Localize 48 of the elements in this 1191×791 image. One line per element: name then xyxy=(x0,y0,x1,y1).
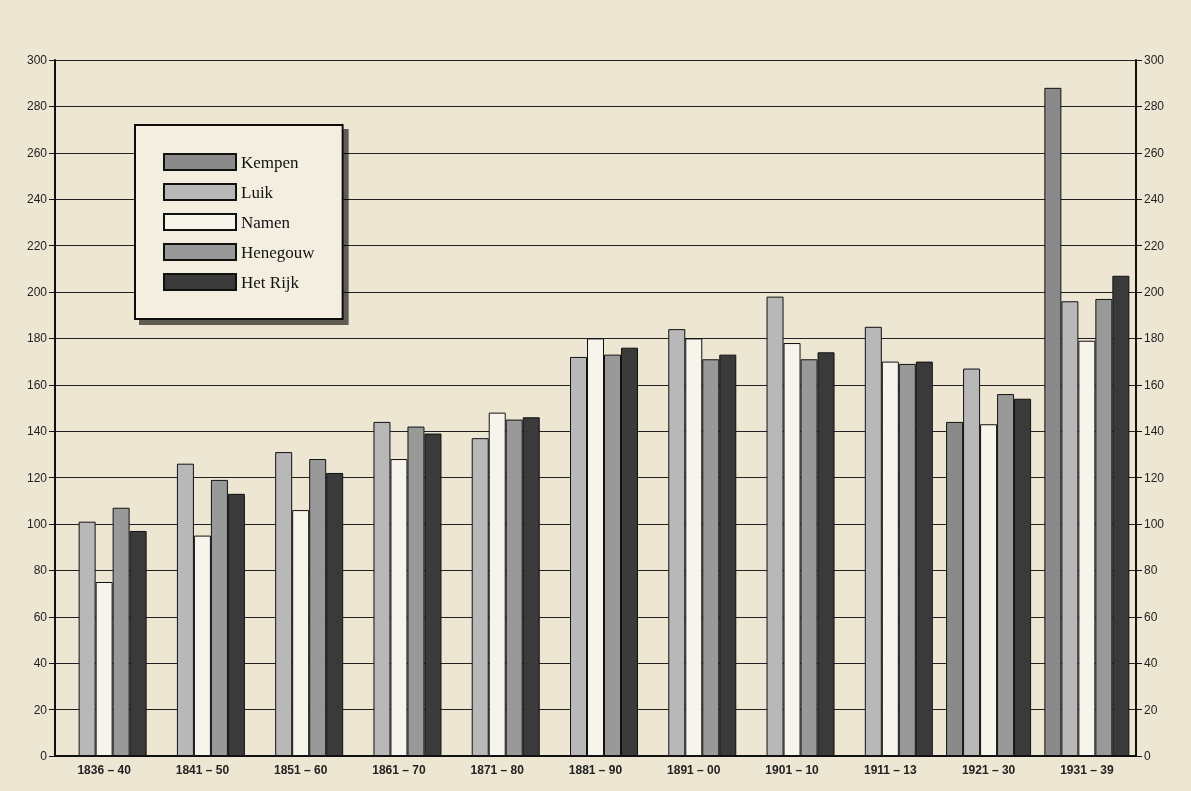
x-tick-label: 1891 – 00 xyxy=(667,763,721,777)
x-tick-label: 1841 – 50 xyxy=(175,763,230,777)
y-tick-label: 280 xyxy=(26,99,48,114)
x-tick-label: 1931 – 39 xyxy=(1060,763,1114,777)
legend-label: Luik xyxy=(241,182,274,202)
x-tick-label: 1911 – 13 xyxy=(863,763,917,777)
y-tick-label: 200 xyxy=(26,285,48,299)
y-tick-label: 300 xyxy=(26,53,48,67)
legend-label: Henegouw xyxy=(241,242,316,262)
y2-tick-label: 200 xyxy=(1144,285,1165,299)
y-tick-label: 40 xyxy=(33,656,48,671)
y-tick-label: 0 xyxy=(40,749,48,763)
y-tick-label: 80 xyxy=(33,563,48,578)
x-tick-label: 1901 – 10 xyxy=(765,763,820,777)
y2-tick-label: 20 xyxy=(1144,702,1158,717)
y-tick-label: 140 xyxy=(26,424,48,439)
y2-tick-label: 0 xyxy=(1144,749,1151,763)
y-tick-label: 220 xyxy=(26,238,48,253)
y-tick-label: 100 xyxy=(26,517,48,531)
y2-tick-label: 80 xyxy=(1144,563,1158,578)
y2-tick-label: 140 xyxy=(1144,424,1165,439)
legend-label: Kempen xyxy=(241,152,300,172)
y-tick-label: 120 xyxy=(26,470,48,485)
x-tick-label: 1861 – 70 xyxy=(372,763,426,777)
legend-label: Het Rijk xyxy=(241,272,300,292)
y2-tick-label: 180 xyxy=(1144,331,1165,346)
y2-tick-label: 100 xyxy=(1144,517,1165,531)
x-tick-label: 1836 – 40 xyxy=(77,763,132,777)
x-tick-label: 1881 – 90 xyxy=(568,763,623,777)
legend-label: Namen xyxy=(241,212,291,232)
y-tick-label: 180 xyxy=(26,331,48,346)
x-tick-label: 1851 – 60 xyxy=(273,763,328,777)
y2-tick-label: 280 xyxy=(1144,99,1165,114)
y2-tick-label: 220 xyxy=(1144,238,1165,253)
y2-tick-label: 120 xyxy=(1144,470,1165,485)
y-tick-label: 160 xyxy=(26,377,48,392)
x-tick-label: 1871 – 80 xyxy=(470,763,525,777)
y-tick-label: 240 xyxy=(26,192,48,207)
y2-tick-label: 260 xyxy=(1144,145,1165,160)
y2-tick-label: 60 xyxy=(1144,609,1158,624)
y-tick-label: 20 xyxy=(33,702,48,717)
y-tick-label: 260 xyxy=(26,145,48,160)
y2-tick-label: 160 xyxy=(1144,377,1165,392)
x-tick-label: 1921 – 30 xyxy=(961,763,1016,777)
y-tick-label: 60 xyxy=(33,609,48,624)
y2-tick-label: 300 xyxy=(1144,53,1165,67)
y2-tick-label: 40 xyxy=(1144,656,1158,671)
y2-tick-label: 240 xyxy=(1144,192,1165,207)
